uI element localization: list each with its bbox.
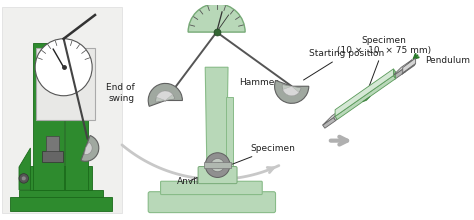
Polygon shape [323, 108, 343, 125]
FancyBboxPatch shape [161, 181, 262, 194]
Polygon shape [393, 69, 396, 79]
Text: Anvil: Anvil [177, 177, 199, 186]
Circle shape [35, 39, 92, 96]
Polygon shape [335, 69, 393, 116]
Bar [42, 151, 63, 162]
Circle shape [19, 174, 28, 183]
Circle shape [211, 158, 224, 172]
Polygon shape [19, 148, 30, 190]
Polygon shape [402, 63, 416, 74]
Polygon shape [323, 117, 336, 128]
Bar [46, 136, 59, 151]
FancyBboxPatch shape [198, 167, 237, 184]
Bar [36, 48, 95, 119]
Text: Specimen: Specimen [233, 144, 296, 164]
Text: Specimen
(10 ×  10  × 75 mm): Specimen (10 × 10 × 75 mm) [337, 36, 431, 89]
Wedge shape [84, 142, 92, 155]
Circle shape [21, 176, 26, 181]
Text: End of
swing: End of swing [106, 83, 135, 103]
Polygon shape [363, 96, 370, 102]
Polygon shape [205, 67, 228, 182]
Bar [226, 97, 233, 182]
Circle shape [205, 153, 230, 178]
Bar [30, 166, 92, 190]
Polygon shape [392, 69, 405, 80]
Text: Scale: Scale [0, 219, 1, 220]
Bar [204, 162, 231, 168]
Text: Hammer: Hammer [239, 78, 278, 87]
Wedge shape [282, 85, 301, 96]
FancyBboxPatch shape [148, 192, 275, 213]
Wedge shape [148, 83, 182, 106]
Polygon shape [334, 108, 345, 121]
FancyBboxPatch shape [2, 7, 122, 213]
Bar [19, 190, 102, 197]
Wedge shape [81, 136, 99, 161]
Bar [33, 42, 64, 190]
Wedge shape [156, 91, 175, 102]
Polygon shape [392, 60, 412, 77]
Wedge shape [188, 4, 245, 32]
Polygon shape [335, 75, 396, 119]
Bar [9, 197, 112, 211]
Wedge shape [283, 86, 299, 96]
Text: Starting position: Starting position [303, 49, 384, 80]
Polygon shape [403, 58, 416, 73]
Wedge shape [156, 91, 173, 101]
Polygon shape [403, 60, 414, 72]
Text: Pendulum: Pendulum [426, 56, 471, 65]
Wedge shape [274, 80, 309, 103]
Bar [64, 76, 88, 190]
